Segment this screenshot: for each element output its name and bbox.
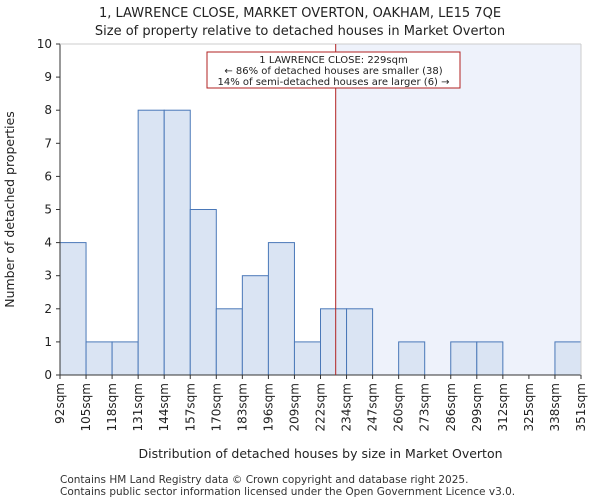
bar-338sqm — [554, 341, 582, 376]
y-tick-label-3: 3 — [44, 269, 52, 283]
x-tick-label-131sqm: 131sqm — [131, 383, 145, 431]
x-tick-label-247sqm: 247sqm — [366, 383, 380, 431]
y-tick-label-1: 1 — [44, 335, 52, 349]
y-tick-label-5: 5 — [44, 203, 52, 217]
highlight-region — [335, 44, 581, 375]
x-tick-label-92sqm: 92sqm — [53, 383, 67, 424]
x-tick-label-338sqm: 338sqm — [548, 383, 562, 431]
chart-subtitle: Size of property relative to detached ho… — [94, 24, 506, 39]
bar-234sqm — [346, 308, 374, 376]
bar-170sqm — [215, 308, 243, 376]
x-tick-label-144sqm: 144sqm — [157, 383, 171, 431]
y-tick-label-9: 9 — [44, 70, 52, 84]
y-tick-label-0: 0 — [44, 368, 52, 382]
y-tick-label-6: 6 — [44, 169, 52, 183]
bar-105sqm — [85, 341, 113, 376]
x-tick-label-299sqm: 299sqm — [470, 383, 484, 431]
annotation-box — [206, 51, 461, 89]
x-tick-label-234sqm: 234sqm — [340, 383, 354, 431]
footer-line-1: Contains HM Land Registry data © Crown c… — [60, 474, 469, 486]
x-tick-label-273sqm: 273sqm — [418, 383, 432, 431]
x-tick-label-222sqm: 222sqm — [314, 383, 328, 431]
bar-209sqm — [293, 341, 322, 376]
x-tick-label-196sqm: 196sqm — [261, 383, 275, 431]
annotation-line-1: 1 LAWRENCE CLOSE: 229sqm — [259, 55, 407, 66]
x-tick-label-183sqm: 183sqm — [235, 383, 249, 431]
y-tick-label-4: 4 — [44, 236, 52, 250]
bar-92sqm — [59, 242, 87, 376]
x-tick-label-312sqm: 312sqm — [496, 383, 510, 431]
x-tick-label-118sqm: 118sqm — [105, 383, 119, 431]
y-tick-label-10: 10 — [37, 37, 52, 51]
footer-line-2: Contains public sector information licen… — [60, 486, 516, 498]
x-tick-label-325sqm: 325sqm — [522, 383, 536, 431]
annotation-line-2: ← 86% of detached houses are smaller (38… — [224, 66, 442, 77]
bar-222sqm — [320, 308, 348, 376]
bar-183sqm — [241, 275, 269, 376]
x-tick-label-105sqm: 105sqm — [79, 383, 93, 431]
y-tick-label-8: 8 — [44, 103, 52, 117]
x-tick-label-157sqm: 157sqm — [183, 383, 197, 431]
bar-299sqm — [476, 341, 504, 376]
y-tick-label-2: 2 — [44, 302, 52, 316]
bar-118sqm — [111, 341, 139, 376]
y-axis-label: Number of detached properties — [2, 111, 17, 308]
x-tick-label-351sqm: 351sqm — [574, 383, 588, 431]
bar-196sqm — [267, 242, 295, 376]
x-tick-label-170sqm: 170sqm — [209, 383, 223, 431]
annotation-line-3: 14% of semi-detached houses are larger (… — [217, 77, 449, 88]
x-tick-label-260sqm: 260sqm — [392, 383, 406, 431]
x-tick-label-209sqm: 209sqm — [287, 383, 301, 431]
chart-title: 1, LAWRENCE CLOSE, MARKET OVERTON, OAKHA… — [98, 6, 502, 21]
bar-131sqm — [137, 109, 165, 376]
x-tick-label-286sqm: 286sqm — [444, 383, 458, 431]
bar-286sqm — [450, 341, 478, 376]
y-tick-label-7: 7 — [44, 136, 52, 150]
bar-260sqm — [398, 341, 426, 376]
bar-157sqm — [189, 209, 217, 376]
bar-144sqm — [163, 109, 191, 376]
x-axis-label: Distribution of detached houses by size … — [138, 446, 502, 461]
